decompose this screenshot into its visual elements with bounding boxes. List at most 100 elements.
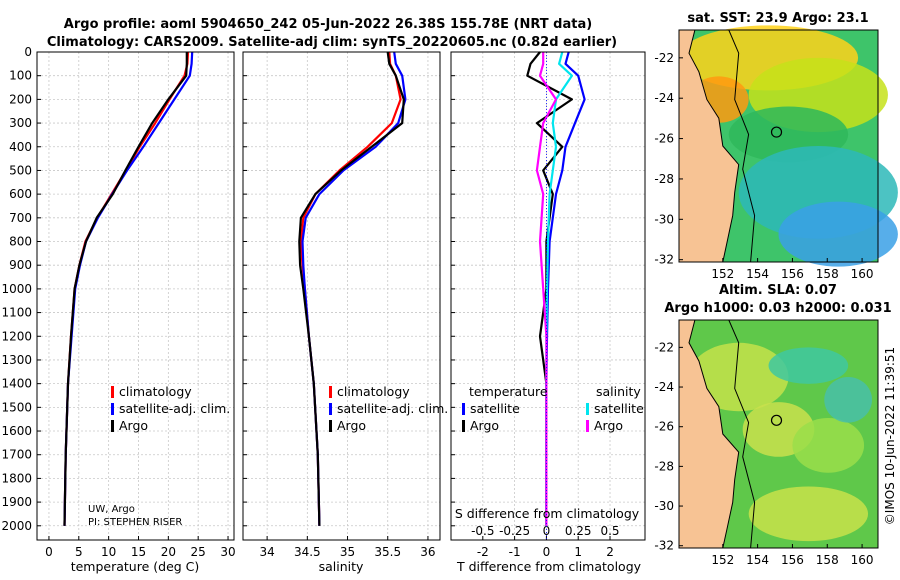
x-tick-label: 20 [161, 545, 176, 559]
temperature-xlabel: temperature (deg C) [71, 559, 200, 574]
map-y-tick-label: -32 [654, 253, 674, 267]
legend-sal-argo: Argo [594, 418, 623, 433]
sla-map-title-line1: Altim. SLA: 0.07 [719, 283, 837, 298]
map-y-tick-label: -30 [654, 212, 674, 226]
legend-climatology-swatch [329, 386, 332, 398]
y-tick-label: 100 [9, 69, 32, 83]
salinity-legend: climatology satellite-adj. clim. Argo [329, 384, 448, 433]
legend-argo: Argo [119, 418, 148, 433]
y-tick-label: 1400 [1, 377, 32, 391]
map-x-tick-label: 156 [781, 267, 804, 281]
map-x-tick-label: 158 [816, 267, 839, 281]
map-field-patch [688, 342, 789, 412]
map-field-patch [768, 347, 849, 384]
map-y-tick-label: -26 [654, 132, 674, 146]
top-x-tick-label: -0.5 [471, 524, 494, 538]
sst-map: -22 -24 -26 -28 -30 -32 152 154 156 158 160 [654, 25, 898, 281]
legend-temp-argo-swatch [462, 420, 465, 432]
legend-satellite: satellite-adj. clim. [337, 401, 448, 416]
map-field-patch [748, 486, 869, 542]
x-tick-label: 34.5 [294, 545, 321, 559]
legend-temp-argo: Argo [470, 418, 499, 433]
y-tick-label: 1200 [1, 329, 32, 343]
temperature-panel: 0 5 10 15 20 25 300100200300400500600700800900… [1, 45, 235, 559]
map-y-tick-label: -24 [654, 380, 674, 394]
sla-map: -22 -24 -26 -28 -30 -32 152 154 156 158 160 [654, 319, 879, 567]
y-tick-label: 600 [9, 187, 32, 201]
legend-argo: Argo [337, 418, 366, 433]
legend-argo-swatch [329, 420, 332, 432]
legend-sal-satellite: satellite [594, 401, 644, 416]
x-tick-label: 10 [101, 545, 116, 559]
title-line2: Climatology: CARS2009. Satellite-adj cli… [47, 35, 617, 50]
map-isobath [728, 29, 756, 263]
map-field-patch [824, 377, 873, 423]
map-y-tick-label: -22 [654, 51, 674, 65]
x-tick-label: 5 [75, 545, 83, 559]
y-tick-label: 1900 [1, 495, 32, 509]
legend-satellite: satellite-adj. clim. [119, 401, 230, 416]
y-tick-label: 900 [9, 258, 32, 272]
legend-argo-swatch [111, 420, 114, 432]
legend-temp-satellite: satellite [470, 401, 520, 416]
map-y-tick-label: -22 [654, 340, 674, 354]
y-tick-label: 200 [9, 92, 32, 106]
map-y-tick-label: -30 [654, 499, 674, 513]
legend-climatology: climatology [337, 384, 410, 399]
float-pi: PI: STEPHEN RISER [88, 517, 182, 528]
y-tick-label: 800 [9, 235, 32, 249]
difference-legend-temperature: temperature satellite Argo [462, 384, 548, 433]
float-owner: UW, Argo [88, 504, 135, 515]
x-tick-label: 35.5 [374, 545, 401, 559]
map-field-patch [778, 201, 898, 267]
credit-stamp: ©IMOS 10-Jun-2022 11:39:51 [883, 347, 897, 525]
axes-frame [242, 51, 441, 541]
x-tick-label: 30 [220, 545, 235, 559]
top-x-tick-label: 0 [543, 524, 551, 538]
difference-panel: -2 -1 0 1 2 -0.5 -0.25 0 0.25 0.5 [450, 51, 646, 559]
map-frame [678, 319, 879, 549]
x-tick-label: 34 [259, 545, 274, 559]
map-y-tick-label: -28 [654, 172, 674, 186]
y-tick-label: 700 [9, 211, 32, 225]
map-y-tick-label: -26 [654, 420, 674, 434]
map-y-tick-label: -32 [654, 539, 674, 553]
map-x-tick-label: 152 [711, 267, 734, 281]
y-tick-label: 1800 [1, 471, 32, 485]
x-tick-label: 2 [606, 545, 614, 559]
x-tick-label: -2 [477, 545, 489, 559]
legend-sal-argo-swatch [586, 420, 589, 432]
legend-temp-satellite-swatch [462, 403, 465, 415]
y-tick-label: 1600 [1, 424, 32, 438]
x-tick-label: 0 [45, 545, 53, 559]
map-x-tick-label: 154 [746, 267, 769, 281]
top-x-tick-label: -0.25 [499, 524, 530, 538]
legend-temperature-title: temperature [469, 384, 548, 399]
series-salinity-argo [535, 52, 558, 526]
x-tick-label: 35 [340, 545, 355, 559]
y-tick-label: 1700 [1, 448, 32, 462]
series-argo [63, 52, 188, 526]
y-tick-label: 300 [9, 116, 32, 130]
map-land [679, 30, 739, 262]
map-isobath [728, 319, 756, 549]
legend-climatology: climatology [119, 384, 192, 399]
map-x-tick-label: 158 [816, 553, 839, 567]
x-tick-label: 15 [131, 545, 146, 559]
series-argo [298, 51, 405, 526]
legend-satellite-swatch [329, 403, 332, 415]
sla-map-title-line2: Argo h1000: 0.03 h2000: 0.031 [664, 301, 891, 316]
y-tick-label: 1500 [1, 400, 32, 414]
top-x-tick-label: 0.5 [600, 524, 619, 538]
y-tick-label: 1100 [1, 306, 32, 320]
map-x-tick-label: 152 [711, 553, 734, 567]
x-tick-label: -1 [509, 545, 521, 559]
map-coastline [688, 29, 740, 263]
map-x-tick-label: 160 [851, 267, 874, 281]
map-y-tick-label: -28 [654, 459, 674, 473]
y-tick-label: 0 [24, 45, 32, 59]
x-tick-label: 1 [574, 545, 582, 559]
difference-legend-salinity: salinity satellite Argo [586, 384, 644, 433]
salinity-panel: 34 34.5 35 35.5 36 [242, 51, 441, 559]
axes-frame [36, 51, 235, 541]
